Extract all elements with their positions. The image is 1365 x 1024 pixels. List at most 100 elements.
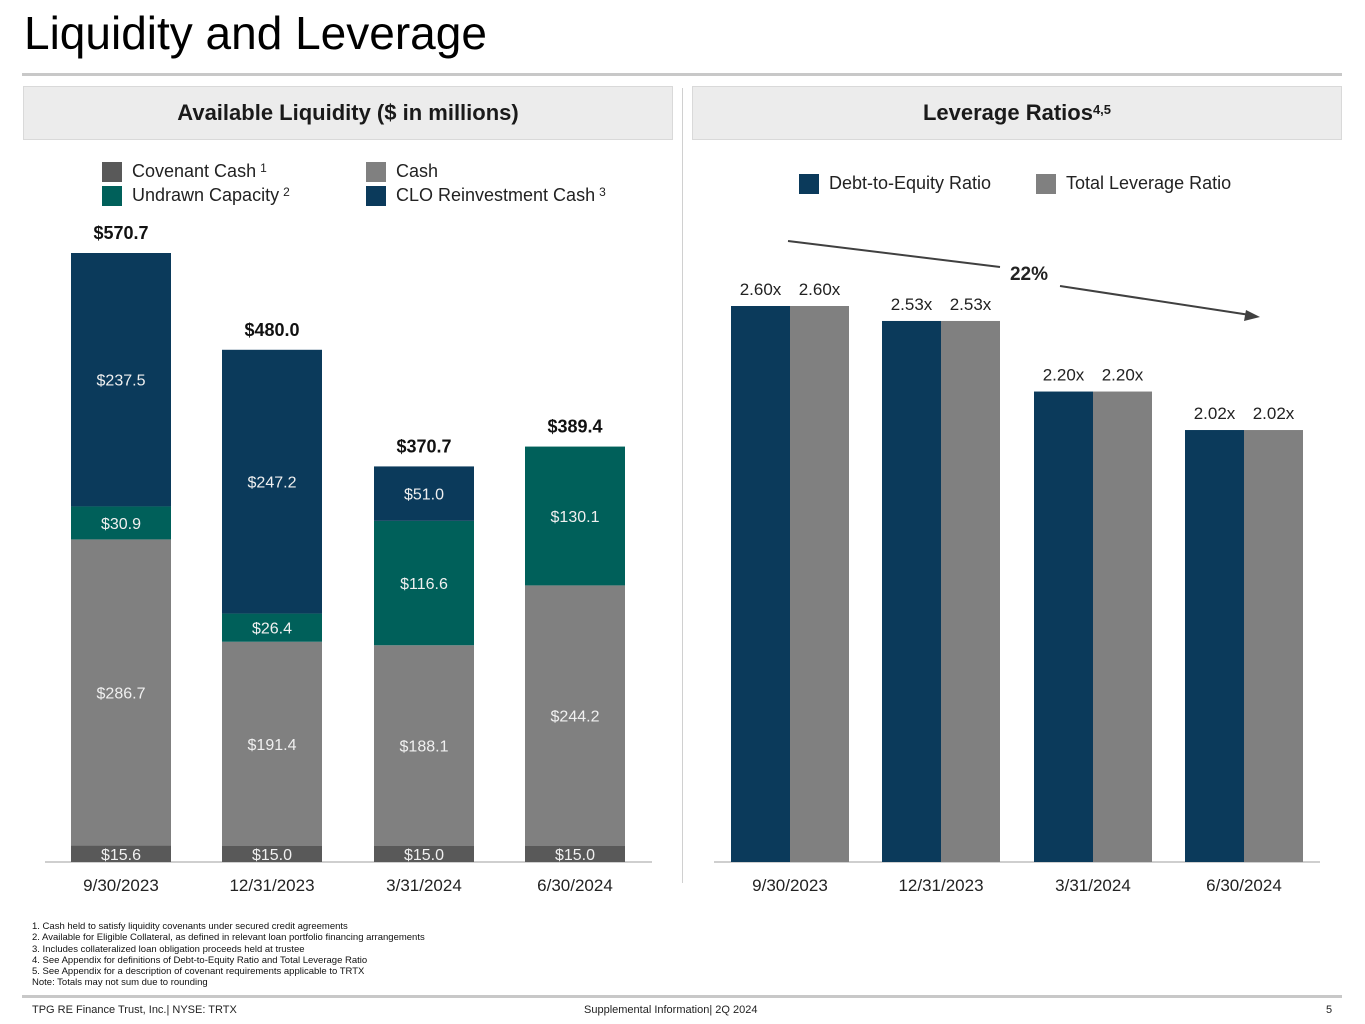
legend-debt-to-equity: Debt-to-Equity Ratio [799, 173, 991, 194]
bar-segment-covenant-cash [222, 845, 322, 862]
footnote-6: Note: Totals may not sum due to rounding [32, 977, 208, 989]
data-label: 2.60x [799, 280, 841, 299]
bar-total-leverage-ratio [1244, 430, 1303, 862]
bar-segment-clo-reinvestment-cash [71, 253, 171, 507]
data-label: $15.0 [404, 847, 444, 864]
bar-segment-covenant-cash [71, 845, 171, 862]
x-tick-label: 12/31/2023 [898, 876, 983, 895]
data-label: 2.53x [950, 295, 992, 314]
bar-segment-cash [222, 641, 322, 846]
data-label: 2.02x [1253, 404, 1295, 423]
x-tick-label: 6/30/2024 [1206, 876, 1282, 895]
legend-total-leverage: Total Leverage Ratio [1036, 173, 1231, 194]
footnote-3: 3. Includes collateralized loan obligati… [32, 943, 305, 955]
x-tick-label: 12/31/2023 [229, 876, 314, 895]
bar-segment-clo-reinvestment-cash [374, 466, 474, 521]
legend-label: Cash [396, 161, 439, 181]
data-label: $26.4 [252, 621, 292, 638]
total-label: $570.7 [93, 223, 148, 243]
bar-debt-to-equity-ratio [1185, 430, 1244, 862]
title-divider [22, 73, 1342, 76]
legend-clo-reinvestment-cash: CLO Reinvestment Cash 3 [366, 185, 606, 206]
arrow-head-icon [1244, 310, 1260, 321]
data-label: $188.1 [400, 739, 449, 756]
bar-debt-to-equity-ratio [882, 320, 941, 862]
panel-divider [682, 88, 683, 883]
bar-segment-undrawn-capacity [71, 506, 171, 540]
total-label: $370.7 [396, 436, 451, 456]
legend-label: Covenant Cash [132, 161, 257, 181]
bar-segment-covenant-cash [525, 845, 625, 862]
legend-swatch [366, 185, 386, 206]
x-tick-label: 6/30/2024 [537, 876, 613, 895]
bar-total-leverage-ratio [790, 306, 849, 862]
bar-debt-to-equity-ratio [731, 306, 790, 862]
legend-label: Debt-to-Equity Ratio [829, 173, 992, 193]
x-tick-label: 3/31/2024 [1055, 876, 1131, 895]
page-number: 5 [1326, 1004, 1333, 1016]
decline-annotation: 22% [1010, 264, 1048, 285]
trend-arrow-line [787, 240, 1001, 268]
bar-total-leverage-ratio [1093, 391, 1152, 862]
footnotes: 1. Cash held to satisfy liquidity covena… [32, 921, 425, 989]
footnote-2: 2. Available for Eligible Collateral, as… [32, 932, 425, 944]
data-label: $15.0 [555, 847, 595, 864]
liquidity-panel-header: Available Liquidity ($ in millions) [23, 86, 673, 140]
data-label: $286.7 [97, 685, 146, 702]
data-label: $247.2 [248, 475, 297, 492]
bar-debt-to-equity-ratio [1034, 391, 1093, 862]
legend-sup: 1 [260, 161, 267, 175]
legend-undrawn-capacity: Undrawn Capacity 2 [102, 185, 290, 206]
leverage-header-label: Leverage Ratios [922, 100, 1093, 125]
legend-swatch [102, 161, 122, 182]
x-tick-label: 9/30/2023 [83, 876, 159, 895]
data-label: $191.4 [248, 737, 297, 754]
data-label: $244.2 [551, 709, 600, 726]
bar-segment-undrawn-capacity [374, 520, 474, 646]
data-label: $51.0 [404, 487, 444, 504]
data-label: $130.1 [551, 509, 600, 526]
bar-segment-covenant-cash [374, 845, 474, 862]
leverage-panel-header: Leverage Ratios 4,5 [692, 86, 1342, 140]
total-label: $480.0 [244, 320, 299, 340]
total-label: $389.4 [547, 417, 602, 437]
liquidity-header-label: Available Liquidity ($ in millions) [177, 100, 519, 125]
data-label: 2.60x [740, 280, 782, 299]
x-tick-label: 9/30/2023 [752, 876, 828, 895]
data-label: 2.20x [1102, 366, 1144, 385]
bar-total-leverage-ratio [941, 320, 1000, 862]
leverage-header-sup: 4,5 [1092, 101, 1112, 117]
legend-sup: 2 [283, 185, 290, 199]
footnote-1: 1. Cash held to satisfy liquidity covena… [32, 921, 348, 932]
legend-swatch [799, 173, 819, 194]
bar-segment-clo-reinvestment-cash [222, 349, 322, 614]
footnote-4: 4. See Appendix for definitions of Debt-… [32, 954, 368, 966]
page-title: Liquidity and Leverage [24, 7, 487, 59]
bar-segment-undrawn-capacity [222, 613, 322, 642]
trend-arrow-line [1059, 285, 1251, 316]
data-label: $15.6 [101, 847, 141, 864]
footer-center: Supplemental Information| 2Q 2024 [584, 1004, 758, 1016]
legend-swatch [1036, 173, 1056, 194]
legend-covenant-cash: Covenant Cash 1 [102, 161, 267, 182]
data-label: $116.6 [400, 576, 448, 593]
data-label: $15.0 [252, 847, 292, 864]
bar-segment-cash [525, 585, 625, 846]
data-label: 2.02x [1194, 404, 1236, 423]
legend-sup: 3 [599, 185, 606, 199]
footer-divider [22, 995, 1342, 998]
data-label: 2.20x [1043, 366, 1085, 385]
footnote-5: 5. See Appendix for a description of cov… [32, 966, 365, 978]
legend-swatch [366, 161, 386, 182]
data-label: $237.5 [97, 373, 146, 390]
bar-segment-undrawn-capacity [525, 446, 625, 586]
data-label: 2.53x [891, 295, 933, 314]
legend-label: Total Leverage Ratio [1066, 173, 1232, 193]
legend-swatch [102, 185, 122, 206]
legend-cash: Cash [366, 161, 438, 182]
legend-label: CLO Reinvestment Cash [396, 185, 596, 205]
bar-segment-cash [71, 539, 171, 846]
x-tick-label: 3/31/2024 [386, 876, 462, 895]
footer-company: TPG RE Finance Trust, Inc.| NYSE: TRTX [32, 1004, 237, 1016]
